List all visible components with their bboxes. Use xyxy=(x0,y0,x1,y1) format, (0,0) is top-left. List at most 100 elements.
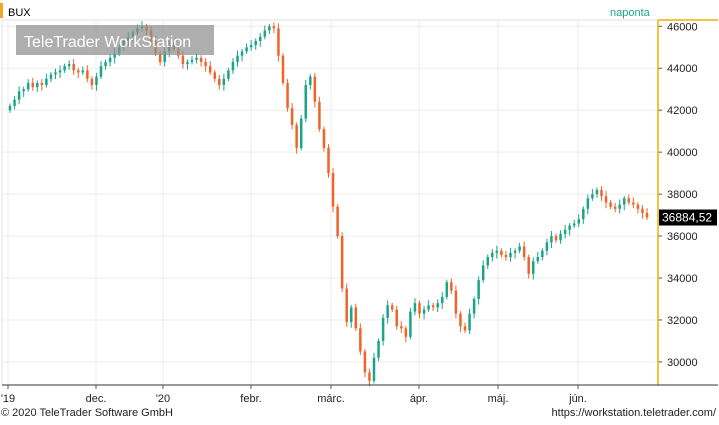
candle-body xyxy=(163,51,166,62)
candle-body xyxy=(632,202,635,205)
candle xyxy=(554,233,558,243)
candle-body xyxy=(454,290,458,314)
last-price-box xyxy=(659,209,717,226)
y-tick-label: 42000 xyxy=(667,105,698,117)
candle xyxy=(295,122,298,154)
source-link[interactable]: https://workstation.teletrader.com/ xyxy=(551,407,716,419)
candle-body xyxy=(13,99,16,107)
candle-body xyxy=(72,64,75,71)
candle-body xyxy=(613,206,617,209)
x-tick-label: '19 xyxy=(1,393,15,405)
candle xyxy=(354,303,358,331)
candle xyxy=(645,207,649,221)
candle xyxy=(76,67,80,79)
candle-body xyxy=(95,76,98,86)
candle xyxy=(322,126,326,152)
candle-body xyxy=(158,53,162,62)
candle xyxy=(240,48,244,62)
candle-body xyxy=(577,219,581,224)
candle-body xyxy=(481,265,485,281)
interval-label[interactable]: naponta xyxy=(610,7,651,19)
candle-body xyxy=(486,257,490,266)
candle-body xyxy=(258,36,262,41)
candle xyxy=(281,53,285,86)
candle xyxy=(213,69,217,83)
candle-body xyxy=(190,59,194,62)
candle-body xyxy=(627,198,631,203)
candle xyxy=(563,224,567,239)
candle xyxy=(299,114,303,151)
candle-body xyxy=(595,189,599,195)
candle xyxy=(409,307,412,340)
candle xyxy=(40,79,44,91)
candle xyxy=(618,199,621,214)
candle-body xyxy=(550,236,553,243)
candle xyxy=(627,194,631,206)
candle-body xyxy=(54,72,57,75)
candle xyxy=(290,103,294,130)
candle xyxy=(559,230,562,244)
candle-body xyxy=(81,70,85,73)
copyright: © 2020 TeleTrader Software GmbH xyxy=(1,407,173,419)
candle xyxy=(568,223,571,236)
candle xyxy=(90,76,94,90)
candle-body xyxy=(336,206,339,237)
candle xyxy=(613,202,617,213)
watermark-text: TeleTrader WorkStation xyxy=(24,34,191,51)
candle xyxy=(26,79,30,92)
y-tick-label: 46000 xyxy=(667,21,698,33)
candle xyxy=(509,247,512,262)
candle-body xyxy=(513,250,517,253)
candle-body xyxy=(422,309,426,314)
candle-body xyxy=(222,78,226,86)
candle xyxy=(595,187,599,198)
candle-body xyxy=(213,72,217,79)
candle-body xyxy=(268,26,271,31)
candle xyxy=(236,50,239,67)
candle-body xyxy=(372,357,376,381)
candle-body xyxy=(363,351,367,373)
candle-body xyxy=(263,30,267,37)
candle-body xyxy=(345,288,348,323)
candle-body xyxy=(522,246,526,258)
candle xyxy=(404,325,408,343)
candle xyxy=(58,65,62,79)
candle xyxy=(513,248,517,259)
candle-body xyxy=(245,47,248,52)
x-tick-label: febr. xyxy=(240,393,261,405)
watermark-box xyxy=(16,25,214,55)
candle-body xyxy=(354,307,358,329)
candle xyxy=(477,276,480,305)
candle xyxy=(609,199,612,210)
candle-body xyxy=(49,74,53,79)
candle-body xyxy=(527,257,530,274)
candle-body xyxy=(76,70,80,73)
candle xyxy=(208,61,212,75)
candle-body xyxy=(600,189,603,197)
candle-body xyxy=(108,57,112,62)
candle xyxy=(72,59,75,75)
y-tick-label: 38000 xyxy=(667,189,698,201)
candle-body xyxy=(618,204,621,209)
candle xyxy=(199,55,203,67)
candle xyxy=(63,63,66,73)
candle-body xyxy=(545,242,549,251)
x-tick-label: dec. xyxy=(86,393,107,405)
candle-body xyxy=(313,76,317,102)
candle-body xyxy=(295,124,298,148)
candle-body xyxy=(281,55,285,83)
candle xyxy=(22,86,25,97)
candle-body xyxy=(395,309,399,327)
candle xyxy=(641,205,644,219)
candle-body xyxy=(22,89,25,92)
candle xyxy=(536,252,540,264)
candle xyxy=(463,322,467,333)
candle xyxy=(345,283,348,327)
candle xyxy=(272,22,276,34)
candle-body xyxy=(45,78,48,86)
candle-body xyxy=(427,305,430,310)
price-chart[interactable]: 30000 32000 34000 36000 38000 40000 42000 44000… xyxy=(0,0,719,405)
candle-body xyxy=(349,307,353,323)
candle-body xyxy=(604,196,608,203)
candle xyxy=(36,80,39,92)
